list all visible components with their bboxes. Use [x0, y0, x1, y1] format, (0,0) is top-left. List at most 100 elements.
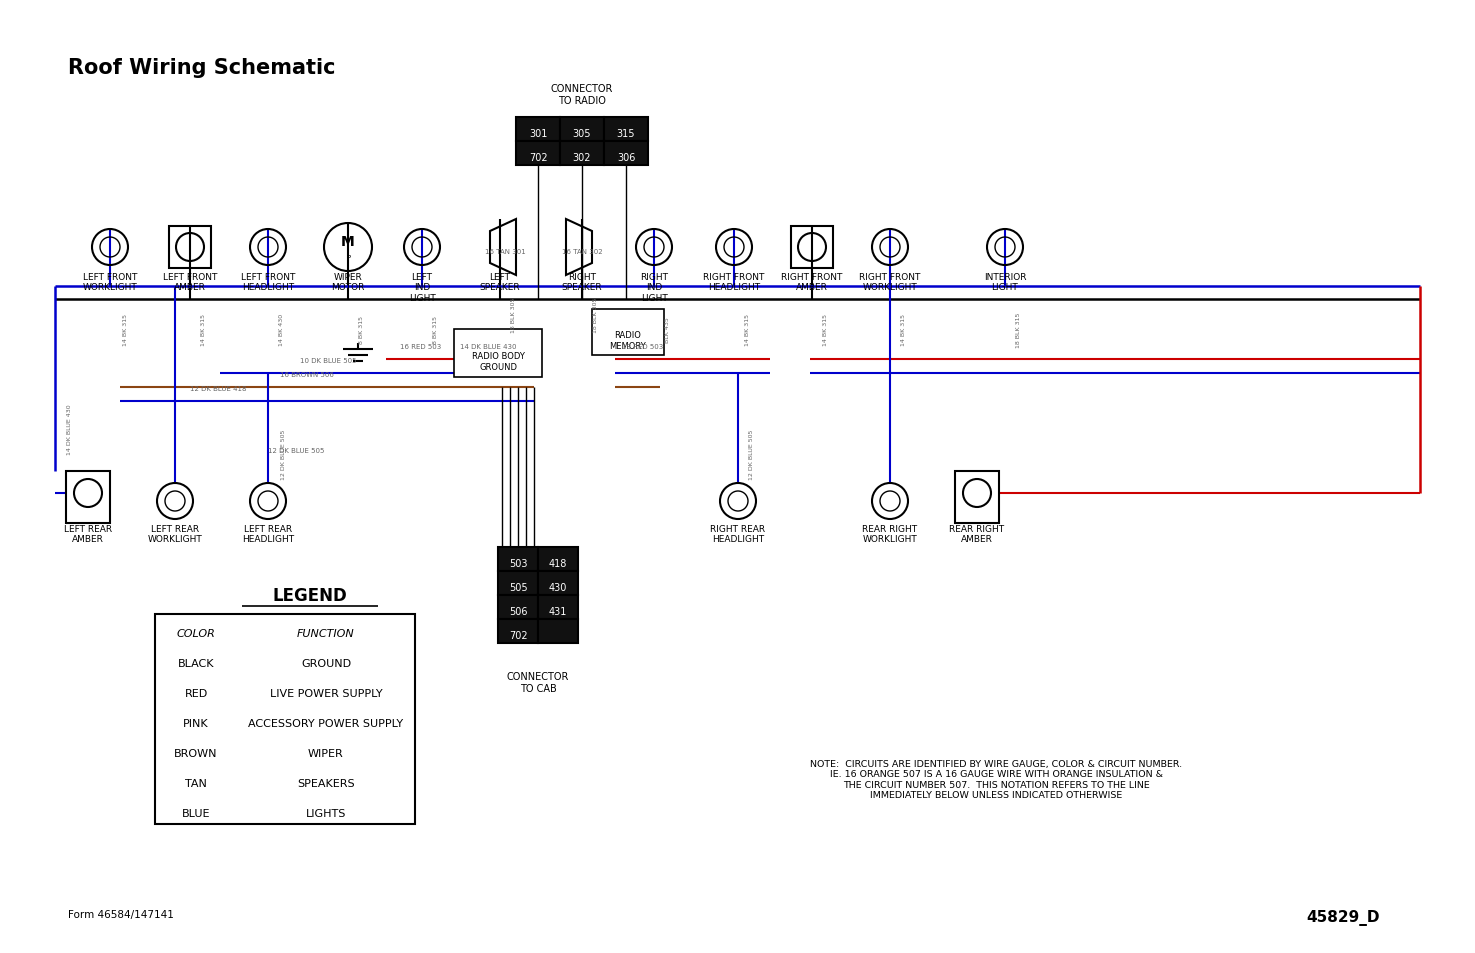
Text: 14 BK 430: 14 BK 430 — [279, 314, 285, 346]
Bar — [538, 572, 578, 596]
Text: 18 RED 503: 18 RED 503 — [622, 344, 664, 350]
Text: RADIO BODY
GROUND: RADIO BODY GROUND — [472, 352, 525, 372]
Text: 12 DK BLUE 505: 12 DK BLUE 505 — [268, 448, 324, 454]
Text: REAR RIGHT
AMBER: REAR RIGHT AMBER — [950, 524, 1004, 544]
Bar — [603, 118, 648, 142]
Text: FUNCTION: FUNCTION — [296, 628, 355, 639]
Bar — [603, 142, 648, 166]
Text: 16 BROWN 506: 16 BROWN 506 — [280, 372, 333, 377]
Bar — [499, 547, 538, 572]
Bar — [454, 330, 541, 377]
Text: 16 TAN 302: 16 TAN 302 — [562, 249, 603, 254]
Text: BLACK: BLACK — [178, 659, 214, 668]
Text: 8 BK 315: 8 BK 315 — [434, 315, 438, 344]
Bar — [538, 547, 578, 572]
Text: 702: 702 — [528, 152, 547, 163]
Text: LEFT
IND
LIGHT: LEFT IND LIGHT — [409, 273, 435, 302]
Text: LEGEND: LEGEND — [273, 586, 348, 604]
Text: TAN: TAN — [184, 779, 207, 788]
Text: RED: RED — [184, 688, 208, 699]
Text: 306: 306 — [617, 152, 636, 163]
Text: INTERIOR
LIGHT: INTERIOR LIGHT — [984, 273, 1027, 292]
Bar — [591, 310, 664, 355]
Text: 14 BK 315: 14 BK 315 — [122, 314, 128, 346]
Text: WIPER: WIPER — [308, 748, 344, 759]
Text: SPEAKERS: SPEAKERS — [296, 779, 355, 788]
Text: 14 DK BLUE 430: 14 DK BLUE 430 — [66, 404, 72, 455]
Text: NOTE:  CIRCUITS ARE IDENTIFIED BY WIRE GAUGE, COLOR & CIRCUIT NUMBER.
IE. 16 ORA: NOTE: CIRCUITS ARE IDENTIFIED BY WIRE GA… — [810, 760, 1181, 800]
Text: 18 BLK 305: 18 BLK 305 — [593, 297, 597, 333]
Text: RIGHT
IND
LIGHT: RIGHT IND LIGHT — [640, 273, 668, 302]
Text: LEFT REAR
HEADLIGHT: LEFT REAR HEADLIGHT — [242, 524, 294, 544]
Text: 14 BK 315: 14 BK 315 — [745, 314, 749, 346]
Text: LEFT REAR
WORKLIGHT: LEFT REAR WORKLIGHT — [148, 524, 202, 544]
Text: BLK 435: BLK 435 — [665, 316, 670, 342]
Bar — [791, 227, 833, 269]
Text: LIVE POWER SUPPLY: LIVE POWER SUPPLY — [270, 688, 382, 699]
Text: 702: 702 — [509, 630, 528, 640]
Bar — [560, 142, 603, 166]
Bar — [516, 118, 560, 142]
Text: 14 BK 315: 14 BK 315 — [201, 314, 207, 346]
Text: 431: 431 — [549, 606, 568, 617]
Text: LEFT FRONT
AMBER: LEFT FRONT AMBER — [162, 273, 217, 292]
Text: 18 BLK 315: 18 BLK 315 — [1016, 312, 1021, 347]
Text: LIGHTS: LIGHTS — [305, 808, 347, 818]
Text: LEFT FRONT
WORKLIGHT: LEFT FRONT WORKLIGHT — [83, 273, 137, 292]
Text: RIGHT REAR
HEADLIGHT: RIGHT REAR HEADLIGHT — [711, 524, 766, 544]
Text: REAR RIGHT
WORKLIGHT: REAR RIGHT WORKLIGHT — [863, 524, 917, 544]
Text: 301: 301 — [530, 129, 547, 139]
Text: PINK: PINK — [183, 719, 209, 728]
Text: 430: 430 — [549, 582, 568, 593]
Text: GROUND: GROUND — [301, 659, 351, 668]
Bar — [499, 572, 538, 596]
Text: 10 DK BLUE 505: 10 DK BLUE 505 — [299, 357, 357, 364]
Text: BROWN: BROWN — [174, 748, 218, 759]
Text: RIGHT FRONT
HEADLIGHT: RIGHT FRONT HEADLIGHT — [704, 273, 764, 292]
Text: LEFT
SPEAKER: LEFT SPEAKER — [479, 273, 521, 292]
Text: LEFT REAR
AMBER: LEFT REAR AMBER — [63, 524, 112, 544]
Text: 315: 315 — [617, 129, 636, 139]
Text: P: P — [347, 254, 350, 261]
Bar — [170, 227, 211, 269]
Bar — [538, 619, 578, 643]
Text: 18 BLK 305: 18 BLK 305 — [510, 297, 516, 333]
Text: RIGHT FRONT
WORKLIGHT: RIGHT FRONT WORKLIGHT — [860, 273, 920, 292]
Text: Form 46584/147141: Form 46584/147141 — [68, 909, 174, 919]
Text: CONNECTOR
TO RADIO: CONNECTOR TO RADIO — [550, 84, 614, 106]
Text: 16 TAN 301: 16 TAN 301 — [485, 249, 525, 254]
Bar — [954, 472, 999, 523]
Text: 506: 506 — [509, 606, 527, 617]
Bar — [499, 596, 538, 619]
Text: 14 BK 315: 14 BK 315 — [901, 314, 906, 346]
Text: LEFT FRONT
HEADLIGHT: LEFT FRONT HEADLIGHT — [240, 273, 295, 292]
Text: 418: 418 — [549, 558, 568, 568]
Text: 12 DK BLUE 505: 12 DK BLUE 505 — [282, 430, 286, 479]
Bar — [499, 619, 538, 643]
Text: 12 DK BLUE 505: 12 DK BLUE 505 — [749, 430, 754, 479]
Text: 14 BK 315: 14 BK 315 — [823, 314, 827, 346]
Text: BLUE: BLUE — [181, 808, 211, 818]
Text: M: M — [341, 234, 355, 249]
Text: Roof Wiring Schematic: Roof Wiring Schematic — [68, 58, 335, 78]
Text: 12 DK BLUE 418: 12 DK BLUE 418 — [190, 386, 246, 392]
Text: ACCESSORY POWER SUPPLY: ACCESSORY POWER SUPPLY — [248, 719, 404, 728]
Text: 16 RED 503: 16 RED 503 — [400, 344, 441, 350]
Text: 14 DK BLUE 430: 14 DK BLUE 430 — [460, 344, 516, 350]
Text: WIPER
MOTOR: WIPER MOTOR — [332, 273, 364, 292]
Text: 505: 505 — [509, 582, 528, 593]
Text: 302: 302 — [572, 152, 591, 163]
Bar — [560, 118, 603, 142]
Bar — [516, 142, 560, 166]
Bar — [66, 472, 111, 523]
Text: 305: 305 — [572, 129, 591, 139]
Text: RIGHT
SPEAKER: RIGHT SPEAKER — [562, 273, 602, 292]
Text: 45829_D: 45829_D — [1307, 909, 1381, 925]
Bar — [155, 615, 414, 824]
Text: 8 BK 315: 8 BK 315 — [358, 315, 364, 344]
Bar — [538, 596, 578, 619]
Text: COLOR: COLOR — [177, 628, 215, 639]
Text: RADIO
MEMORY: RADIO MEMORY — [609, 331, 646, 351]
Text: RIGHT FRONT
AMBER: RIGHT FRONT AMBER — [782, 273, 842, 292]
Text: CONNECTOR
TO CAB: CONNECTOR TO CAB — [507, 671, 569, 693]
